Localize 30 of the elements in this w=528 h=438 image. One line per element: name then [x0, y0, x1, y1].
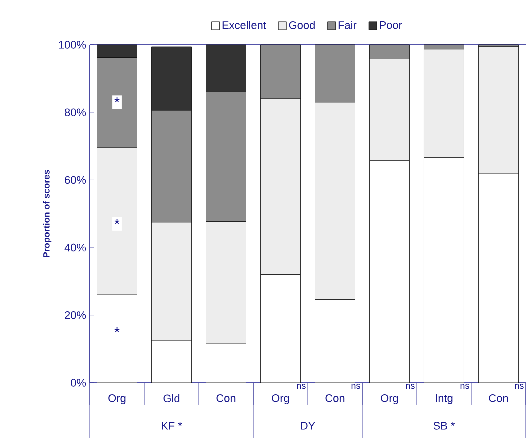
text: ns — [460, 384, 470, 390]
text: ns — [352, 384, 360, 390]
x-tick-label: Org — [108, 394, 126, 404]
text: ns — [297, 384, 306, 390]
legend-label: Good — [289, 21, 315, 30]
legend-label: Poor — [380, 21, 402, 29]
text: ns — [406, 384, 415, 390]
x-tick-label: Con — [326, 394, 345, 402]
x-tick-label: Gld — [164, 394, 180, 402]
text: KF * — [162, 422, 182, 430]
y-tick-label: 0% — [71, 379, 86, 387]
annotation: * — [114, 98, 120, 102]
x-tick-label: Con — [216, 394, 236, 402]
x-tick-label: Intg — [436, 394, 453, 404]
annotation: * — [114, 219, 120, 224]
x-tick-label: Org — [272, 394, 290, 404]
y-tick-label: 40% — [64, 244, 86, 252]
text: SB * — [434, 422, 456, 430]
legend-label: Excellent — [222, 21, 266, 30]
text: DY — [301, 422, 316, 430]
y-tick-label: 80% — [65, 108, 86, 116]
legend-label: Fair — [338, 21, 357, 30]
x-tick-label: Org — [381, 394, 398, 404]
y-tick-label: 20% — [65, 311, 86, 320]
annotation: * — [114, 327, 120, 332]
y-axis-title: Proportion of scores — [43, 170, 52, 258]
y-tick-label: 100% — [59, 41, 86, 49]
x-tick-label: Con — [489, 394, 508, 402]
y-tick-label: 60% — [65, 176, 86, 184]
text: ns — [515, 384, 524, 390]
